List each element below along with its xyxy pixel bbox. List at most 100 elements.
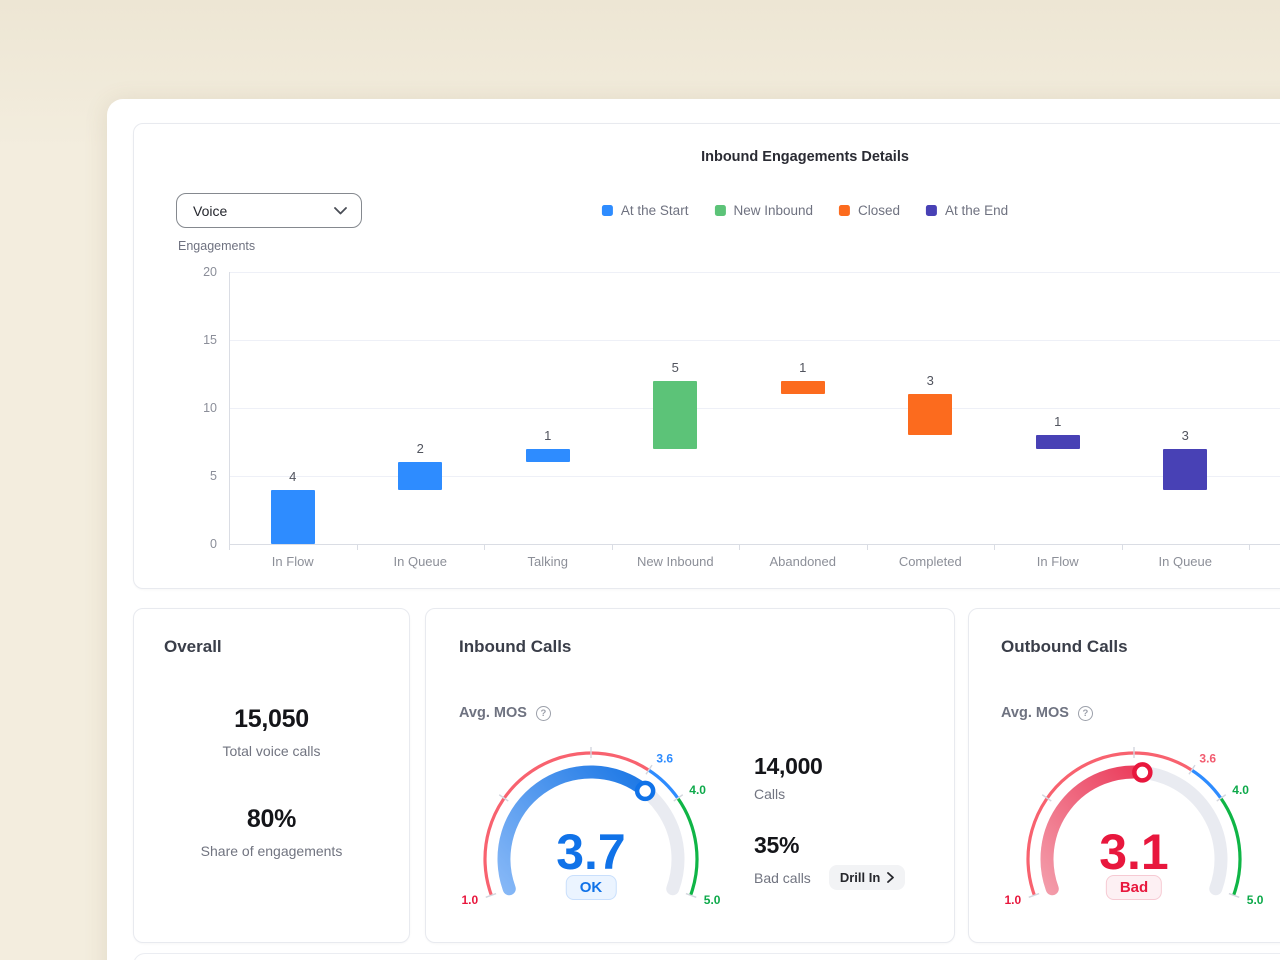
gauge-scale-label: 3.6 — [656, 751, 673, 765]
legend-label: At the Start — [620, 203, 689, 218]
gauge-knob — [634, 780, 656, 802]
gauge-scale-label: 4.0 — [689, 783, 706, 797]
gauge-zone-arc — [483, 751, 650, 896]
gauge-progress-arc — [1040, 765, 1149, 896]
legend-item[interactable]: At the Start — [601, 203, 689, 218]
chart-bar[interactable] — [398, 462, 443, 490]
gauge-value: 3.1 — [1099, 824, 1169, 880]
gauge-tick — [1041, 794, 1052, 802]
x-axis-category-label: In Queue — [1158, 554, 1213, 569]
next-section-card-top — [133, 953, 1280, 960]
gauge-zone-arc — [1190, 768, 1223, 800]
share-of-engagements-label: Share of engagements — [200, 843, 343, 859]
x-axis-line — [229, 544, 1280, 545]
gauge-value: 3.7 — [556, 824, 626, 880]
legend-item[interactable]: At the End — [926, 203, 1008, 218]
drill-in-label: Drill In — [839, 870, 881, 885]
chart-bar[interactable] — [1035, 435, 1080, 449]
help-icon[interactable]: ? — [535, 705, 551, 721]
bar-value-label: 1 — [1054, 414, 1062, 430]
chart-bar[interactable] — [1163, 448, 1208, 490]
bad-calls-label: Bad calls — [754, 869, 811, 886]
y-axis-tick-label: 15 — [203, 333, 217, 347]
y-axis-tick-label: 20 — [203, 265, 217, 279]
inbound-calls-count: 14,000 — [754, 753, 823, 779]
gauge-scale-label: 5.0 — [704, 893, 721, 907]
inbound-stats: 14,000 Calls 35% Bad calls Drill In — [754, 753, 906, 890]
avg-mos-label: Avg. MOS — [459, 705, 527, 721]
engagements-chart-card: Inbound Engagements Details Voice At the… — [133, 123, 1280, 589]
gauge-tick — [1028, 892, 1040, 898]
outbound-mos-status-badge: Bad — [1105, 875, 1163, 900]
x-axis-category-label: In Queue — [393, 554, 448, 569]
avg-mos-row: Avg. MOS ? — [1001, 705, 1093, 721]
chevron-right-icon — [887, 872, 895, 883]
chart-bar[interactable] — [653, 380, 698, 449]
x-axis-category-label: Abandoned — [769, 554, 836, 569]
y-axis-tick-label: 10 — [203, 401, 217, 415]
outbound-calls-title: Outbound Calls — [1001, 637, 1128, 656]
y-axis-title: Engagements — [178, 239, 256, 253]
bad-calls-percent: 35% — [754, 832, 800, 858]
gauge-scale-label: 4.0 — [1232, 783, 1249, 797]
outbound-mos-gauge: 1.0 3.6 4.0 5.0 3.1 — [1005, 747, 1264, 907]
legend-label: At the End — [945, 203, 1009, 218]
chart-bar[interactable] — [908, 394, 953, 436]
inbound-calls-count-label: Calls — [754, 786, 786, 802]
help-icon[interactable]: ? — [1077, 705, 1093, 721]
gauge-tick — [1216, 794, 1227, 802]
chevron-down-icon — [334, 206, 347, 215]
chart-bar[interactable] — [270, 489, 315, 544]
chart-legend: At the Start New Inbound Closed At the End — [601, 203, 1008, 218]
legend-item[interactable]: New Inbound — [714, 203, 813, 218]
dashboard-window: Inbound Engagements Details Voice At the… — [107, 99, 1280, 960]
drill-in-button[interactable]: Drill In — [828, 865, 906, 890]
gauge-tick — [645, 764, 653, 775]
bar-value-label: 4 — [289, 468, 297, 484]
x-axis-tick — [611, 545, 613, 550]
x-axis-tick — [866, 545, 868, 550]
x-axis-tick — [1121, 545, 1123, 550]
legend-label: New Inbound — [733, 203, 814, 218]
x-axis-tick — [356, 545, 358, 550]
x-axis-tick — [484, 545, 485, 550]
avg-mos-label: Avg. MOS — [1001, 705, 1069, 721]
overall-card-title: Overall — [164, 637, 222, 656]
share-of-engagements-value: 80% — [246, 805, 297, 833]
x-axis-category-label: In Flow — [1036, 554, 1079, 569]
legend-swatch — [926, 205, 938, 216]
bar-value-label: 5 — [671, 359, 679, 375]
outbound-calls-card: Outbound Calls Avg. MOS ? 1.0 3.6 4.0 5.0 3.… — [968, 608, 1280, 943]
legend-swatch — [601, 205, 613, 216]
inbound-calls-card: Inbound Calls Avg. MOS ? 1.0 3.6 4.0 5.0 3.7… — [425, 608, 955, 943]
channel-filter-value: Voice — [193, 202, 228, 219]
gridline — [229, 476, 1280, 477]
gauge-tick — [485, 892, 497, 898]
gauge-tick — [1188, 764, 1196, 775]
inbound-mos-gauge: 1.0 3.6 4.0 5.0 3.7 — [462, 747, 721, 907]
gauge-zone-arc — [647, 768, 680, 800]
gauge-tick — [498, 794, 509, 802]
gauge-scale-label: 1.0 — [462, 893, 479, 907]
bar-value-label: 1 — [799, 359, 807, 375]
x-axis-category-label: Completed — [898, 554, 962, 569]
gauge-progress-arc — [497, 765, 652, 896]
legend-swatch — [714, 205, 726, 216]
gauge-tick — [1228, 892, 1240, 898]
x-axis-tick — [739, 545, 740, 550]
gauge-zone-arc — [1219, 797, 1242, 896]
chart-bar[interactable] — [780, 380, 825, 395]
gridline — [229, 340, 1280, 341]
channel-filter-dropdown[interactable]: Voice — [176, 193, 362, 228]
x-axis-tick — [1249, 545, 1250, 550]
legend-swatch — [839, 205, 851, 216]
gridline — [229, 408, 1280, 409]
x-axis-category-label: In Flow — [271, 554, 314, 569]
bar-value-label: 2 — [416, 441, 424, 457]
legend-item[interactable]: Closed — [839, 203, 900, 218]
gauge-tick — [685, 892, 697, 898]
chart-bar[interactable] — [525, 448, 570, 463]
x-axis-tick — [229, 545, 230, 550]
y-axis-tick-label: 5 — [210, 469, 217, 483]
x-axis-tick — [994, 545, 995, 550]
